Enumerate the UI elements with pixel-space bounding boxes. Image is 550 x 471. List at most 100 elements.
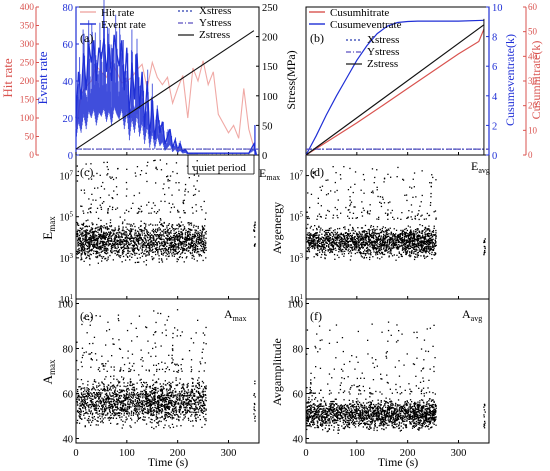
data-point (141, 251, 144, 253)
data-point (427, 244, 429, 246)
data-point (116, 378, 118, 381)
data-point (101, 405, 103, 407)
data-point (154, 398, 156, 400)
data-point (199, 414, 201, 416)
data-point (116, 239, 118, 241)
data-point (384, 242, 386, 245)
data-point (136, 257, 139, 259)
data-point (115, 403, 117, 405)
data-point (145, 259, 148, 261)
data-point-sparse (336, 208, 338, 211)
data-point (344, 239, 346, 241)
data-point-sparse (336, 189, 338, 192)
data-point (379, 253, 381, 255)
data-point (314, 247, 316, 249)
data-point (409, 247, 411, 249)
data-point (429, 241, 432, 244)
data-point (128, 247, 130, 249)
data-point (160, 237, 162, 239)
data-point-sparse (145, 172, 147, 174)
data-point (129, 230, 131, 232)
data-point (178, 409, 180, 411)
data-point (431, 245, 433, 248)
data-point (373, 228, 375, 230)
data-point-sparse (332, 217, 334, 219)
data-point (142, 385, 145, 387)
data-point (175, 244, 177, 246)
data-point (205, 246, 207, 249)
data-point (323, 231, 326, 233)
data-point (170, 241, 172, 243)
data-point (201, 233, 203, 235)
data-point (173, 403, 175, 405)
data-point (101, 255, 103, 258)
data-point (119, 232, 121, 234)
data-point (381, 244, 383, 246)
data-point (415, 248, 417, 250)
data-point (130, 223, 132, 226)
data-point (82, 387, 84, 389)
data-point (416, 232, 419, 234)
data-point (201, 245, 203, 248)
data-point (359, 251, 361, 253)
data-point (187, 401, 190, 403)
data-point (376, 240, 378, 242)
data-point (183, 228, 185, 230)
data-point (405, 246, 407, 248)
data-point (187, 232, 189, 234)
data-point (84, 238, 86, 240)
series-b-cusumeventrate-line (305, 19, 484, 156)
data-point (164, 242, 166, 244)
data-point (114, 250, 116, 252)
data-point (375, 244, 377, 246)
data-point-sparse (387, 213, 389, 216)
data-point (411, 231, 413, 233)
data-point (390, 232, 393, 234)
data-point (328, 239, 330, 241)
data-point-sparse (183, 210, 185, 212)
data-point (367, 241, 370, 243)
data-point (195, 240, 198, 243)
data-point (160, 412, 163, 414)
data-point (126, 228, 128, 230)
data-point (388, 235, 390, 237)
data-point (94, 236, 96, 238)
data-point (174, 236, 176, 238)
data-point-sparse (116, 207, 119, 209)
data-point (157, 234, 159, 236)
data-point (118, 395, 121, 397)
data-point (428, 243, 430, 246)
data-point (172, 228, 174, 230)
data-point (87, 241, 89, 244)
data-point (322, 251, 324, 253)
data-point-sparse (348, 217, 350, 219)
data-point (198, 237, 201, 239)
data-point (394, 238, 396, 240)
data-point (186, 407, 188, 409)
data-point (423, 243, 425, 245)
data-point (203, 235, 205, 237)
data-point (166, 411, 168, 414)
data-point (141, 245, 144, 247)
data-point (90, 399, 93, 402)
data-point (376, 251, 379, 253)
data-point (385, 231, 387, 233)
data-point (315, 234, 318, 236)
data-point (425, 248, 427, 250)
data-point (201, 241, 204, 243)
data-point (413, 248, 415, 250)
data-point (168, 232, 170, 234)
data-point-sparse (178, 182, 180, 184)
data-point (180, 243, 182, 245)
data-point (188, 239, 190, 241)
data-point (154, 234, 157, 236)
data-point-sparse (431, 174, 433, 176)
data-point (324, 257, 326, 260)
data-point (97, 226, 99, 228)
data-point-sparse (146, 204, 148, 206)
series-zstress-line (75, 30, 255, 150)
data-point-late (254, 236, 256, 238)
data-point (157, 235, 159, 237)
data-point (402, 251, 405, 253)
data-point (431, 234, 433, 236)
